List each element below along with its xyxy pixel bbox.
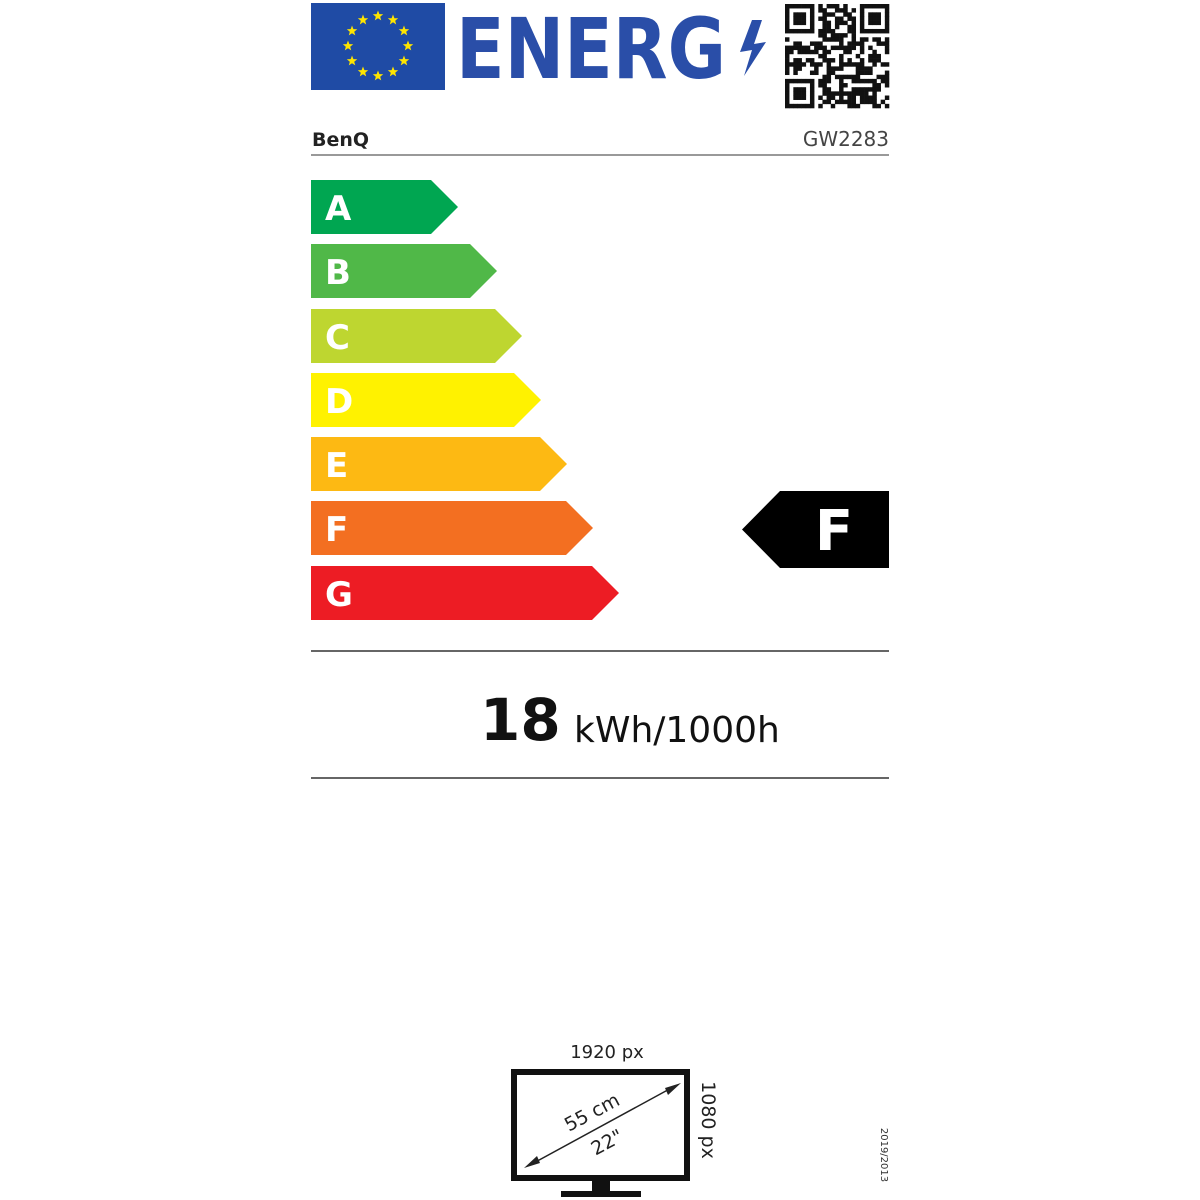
energy-class-bar-e: E (311, 437, 567, 491)
energy-logo-text: ENERG (456, 0, 726, 98)
star-icon (357, 66, 369, 77)
regulation-number: 2019/2013 (878, 1128, 889, 1182)
energy-class-bar-a: A (311, 180, 458, 234)
consumption-unit: kWh/1000h (574, 710, 780, 751)
screen-width-px: 1920 px (570, 1042, 644, 1063)
star-icon (398, 55, 410, 66)
energy-class-label: G (325, 575, 353, 615)
consumption-value: 18 (480, 686, 561, 754)
monitor-icon (511, 1069, 690, 1181)
star-icon (372, 10, 384, 21)
star-icon (398, 25, 410, 36)
star-icon (346, 25, 358, 36)
energy-class-label: E (325, 446, 348, 486)
supplier-name: BenQ (312, 129, 369, 151)
energy-class-label: F (325, 510, 348, 550)
energy-class-label: D (325, 382, 353, 422)
eu-flag-logo (311, 3, 445, 90)
energy-class-bar-b: B (311, 244, 497, 298)
star-icon (357, 14, 369, 25)
star-icon (402, 40, 414, 51)
star-icon (387, 14, 399, 25)
qr-code (785, 4, 890, 109)
star-icon (342, 40, 354, 51)
energy-class-label: C (325, 318, 350, 358)
energy-class-bar-f: F (311, 501, 593, 555)
model-identifier: GW2283 (803, 127, 889, 151)
energy-class-label: A (325, 189, 352, 229)
energy-class-bar-g: G (311, 566, 619, 620)
lightning-icon (740, 20, 766, 76)
star-icon (346, 55, 358, 66)
energy-class-bar-c: C (311, 309, 522, 363)
rating-letter: F (815, 499, 853, 564)
energy-class-bar-d: D (311, 373, 541, 427)
star-icon (372, 70, 384, 81)
star-icon (387, 66, 399, 77)
energy-class-label: B (325, 253, 351, 293)
rating-indicator: F (742, 491, 889, 568)
screen-diagram: 1920 px 55 cm 22" 1080 px (511, 1042, 719, 1197)
screen-height-px: 1080 px (697, 1081, 719, 1159)
